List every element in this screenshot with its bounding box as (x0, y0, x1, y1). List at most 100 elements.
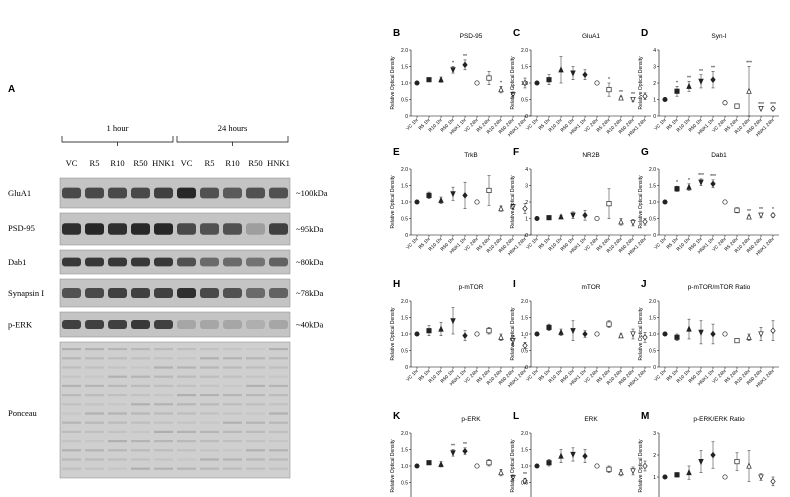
data-point (510, 204, 516, 211)
point-group (534, 331, 540, 337)
point-group (510, 474, 516, 482)
blot-band (85, 320, 104, 329)
ponceau-band (108, 357, 127, 360)
point-group: * (674, 180, 680, 192)
point-group (594, 463, 600, 469)
y-tick-label: 2.0 (521, 431, 528, 437)
ponceau-band (246, 348, 265, 351)
data-point (618, 94, 624, 101)
point-group (414, 331, 420, 337)
y-axis-label: Relative Optical Density (638, 56, 644, 110)
data-point (606, 466, 612, 472)
blot-band (154, 223, 173, 235)
ponceau-band (131, 366, 150, 369)
chart-title: mTOR (581, 284, 600, 291)
blot-strip: p-ERK ~40kDa (8, 311, 323, 338)
ponceau-band (131, 403, 150, 406)
y-tick-label: 0 (653, 233, 656, 239)
ponceau-band (200, 357, 219, 360)
point-group (522, 77, 528, 89)
data-point (642, 92, 648, 100)
point-group (594, 80, 600, 86)
data-point (734, 207, 740, 213)
ponceau-band (108, 440, 127, 443)
ponceau-band (269, 458, 288, 461)
data-point (770, 478, 776, 485)
point-group: ** (462, 442, 468, 455)
point-group (594, 331, 600, 337)
data-point (558, 213, 564, 220)
y-tick-label: 1.5 (401, 315, 408, 321)
significance-label: * (676, 180, 678, 186)
ponceau-band (177, 375, 196, 378)
ponceau-band (223, 412, 242, 415)
ponceau-band (108, 366, 127, 369)
data-point (746, 213, 752, 220)
point-group (698, 450, 704, 473)
point-group (594, 215, 600, 222)
significance-label: * (688, 178, 690, 184)
blot-band (223, 320, 242, 329)
point-group (474, 80, 480, 86)
data-point (758, 331, 764, 338)
point-group (486, 71, 492, 85)
ponceau-band (154, 440, 173, 443)
y-tick-label: 2.0 (649, 167, 656, 173)
point-group (534, 463, 540, 469)
lane-label: HNK1 (152, 158, 175, 168)
point-group: * (606, 77, 612, 97)
significance-label: * (608, 77, 610, 83)
data-point (510, 338, 516, 345)
point-group (722, 100, 728, 106)
ponceau-band (131, 449, 150, 452)
data-point (722, 100, 728, 106)
ponceau-band (200, 366, 219, 369)
y-tick-label: 0.5 (401, 216, 408, 222)
data-point (674, 334, 680, 340)
y-axis-label: Relative Optical Density (390, 56, 396, 110)
y-tick-label: 1.5 (401, 447, 408, 453)
ponceau-band (246, 375, 265, 378)
ponceau-band (177, 403, 196, 406)
ponceau-band (154, 458, 173, 461)
point-group: ** (522, 472, 528, 485)
data-point (570, 328, 576, 335)
significance-label: ** (747, 209, 751, 215)
ponceau-band (62, 357, 81, 360)
blot-label: Ponceau (8, 408, 38, 418)
y-tick-label: 1.0 (649, 200, 656, 206)
y-tick-label: 2 (653, 81, 656, 87)
y-tick-label: 2.0 (521, 48, 528, 54)
data-point (510, 91, 516, 99)
data-point (618, 218, 624, 225)
chart-title: p-ERK/ERK Ratio (693, 416, 745, 423)
point-group (734, 103, 740, 109)
ponceau-band (223, 403, 242, 406)
ponceau-band (246, 458, 265, 461)
point-group (462, 181, 468, 209)
ponceau-band (200, 467, 219, 470)
data-point (570, 70, 576, 77)
y-axis-label: Relative Optical Density (638, 175, 644, 229)
blot-band (131, 287, 150, 299)
ponceau-band (269, 430, 288, 433)
point-group (486, 327, 492, 335)
ponceau-band (131, 394, 150, 397)
y-tick-label: 3 (653, 431, 656, 437)
data-point (746, 87, 752, 94)
data-point (498, 333, 504, 340)
data-point (558, 66, 564, 73)
data-point (698, 179, 704, 186)
blot-band (62, 320, 81, 329)
ponceau-band (223, 430, 242, 433)
y-tick-label: 1.5 (521, 64, 528, 70)
point-group (474, 463, 480, 469)
y-tick-label: 3 (653, 64, 656, 70)
panel-letter: I (513, 279, 516, 290)
point-group (498, 333, 504, 341)
y-tick-label: 0 (405, 114, 408, 120)
significance-label: ** (619, 90, 623, 96)
